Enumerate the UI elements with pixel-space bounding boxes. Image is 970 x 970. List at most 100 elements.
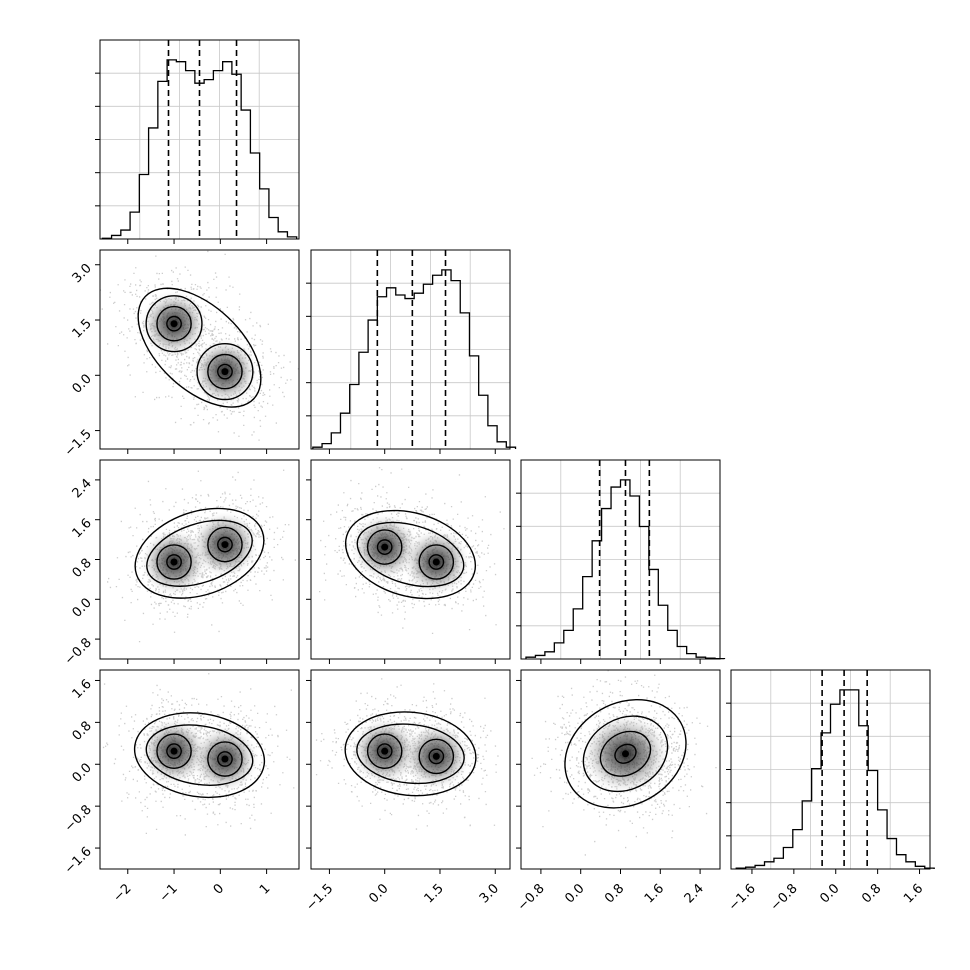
contour-line	[344, 711, 477, 797]
contour-line	[376, 539, 393, 555]
scatter-p2-p4-panel: −1.5 0.0 1.5 3.0	[303, 669, 511, 914]
histogram-step-line	[735, 689, 935, 869]
panel-frame	[310, 669, 511, 870]
panel-frame	[99, 459, 300, 660]
contour-line	[145, 724, 254, 786]
x-tick-label: 1	[257, 881, 273, 897]
density-layer	[315, 678, 499, 830]
density-layer	[102, 673, 299, 836]
y-tick-label: −0.8	[62, 635, 95, 668]
contour-line	[156, 733, 192, 769]
x-tick-label: −0.8	[515, 881, 548, 914]
scatter-points	[107, 469, 296, 643]
density-peak-marker	[432, 752, 440, 760]
y-tick-label: 3.0	[70, 261, 95, 286]
density-peak-marker	[170, 747, 178, 755]
histogram-step-line	[312, 269, 517, 449]
contour-line	[376, 743, 393, 760]
y-tick-label: 0.8	[70, 556, 95, 581]
x-tick-label: 0.0	[817, 881, 842, 906]
contour-line	[217, 536, 233, 553]
histogram-step-line	[525, 479, 726, 660]
density-peak-marker	[432, 558, 440, 566]
density-peak-marker	[221, 755, 229, 763]
x-tick-label: 0.0	[366, 881, 391, 906]
contour-line	[418, 544, 455, 580]
density-peak-marker	[621, 750, 629, 758]
y-tick-label: 1.5	[70, 316, 95, 341]
x-tick-label: 1.6	[901, 881, 926, 906]
scatter-p2-p3-panel	[306, 459, 511, 664]
density-peak-marker	[170, 320, 178, 328]
scatter-p1-p3-panel: −0.8 0.0 0.8 1.6 2.4	[62, 459, 300, 668]
y-tick-label: −0.8	[62, 802, 95, 835]
contour-line	[217, 363, 233, 380]
contour-line	[196, 343, 254, 401]
contour-line	[614, 743, 637, 764]
contour-line	[582, 715, 669, 793]
x-tick-label: 1.5	[422, 881, 447, 906]
contour-line	[428, 748, 445, 765]
contour-line	[356, 723, 465, 785]
contour-line	[207, 741, 243, 777]
panel-frame	[310, 249, 511, 450]
contour-line	[564, 698, 687, 809]
contour-line	[356, 521, 465, 588]
density-peak-marker	[221, 541, 229, 549]
panel-frame	[520, 669, 721, 870]
density-peak-marker	[221, 368, 229, 376]
contour-line	[207, 353, 243, 390]
hist-p2-panel	[306, 249, 517, 454]
contour-line	[207, 526, 243, 563]
contour-line	[166, 554, 182, 570]
y-tick-label: 1.6	[70, 677, 95, 702]
density-peak-marker	[381, 747, 389, 755]
panel-frame	[520, 459, 721, 660]
x-tick-label: 2.4	[682, 881, 707, 906]
panel-frame	[99, 249, 300, 450]
density-layer	[100, 250, 299, 441]
x-tick-label: −1.6	[726, 881, 759, 914]
hist-p3-panel	[516, 459, 726, 664]
x-tick-label: 1.6	[642, 881, 667, 906]
contour-line	[134, 507, 265, 599]
contour-line	[166, 743, 182, 760]
density-layer	[107, 469, 296, 643]
y-tick-label: 0.0	[70, 596, 95, 621]
contour-line	[366, 529, 403, 565]
contour-line	[428, 554, 445, 570]
x-tick-label: 0.8	[602, 881, 627, 906]
density-layer	[531, 670, 717, 856]
contour-line	[599, 730, 652, 777]
y-tick-label: 1.6	[70, 516, 95, 541]
contour-line	[166, 315, 182, 332]
scatter-p3-p4-panel: −0.8 0.0 0.8 1.6 2.4	[515, 669, 721, 914]
x-tick-label: −1	[157, 881, 181, 905]
contour-line	[366, 733, 403, 769]
y-tick-label: 0.0	[70, 760, 95, 785]
contour-line	[145, 295, 203, 353]
y-tick-label: 0.8	[70, 719, 95, 744]
contour-line	[156, 305, 192, 342]
contour-line	[217, 751, 233, 767]
x-tick-label: 0.0	[562, 881, 587, 906]
density-layer	[319, 467, 505, 634]
density-peak-marker	[381, 543, 389, 551]
x-tick-label: −0.8	[768, 881, 801, 914]
y-tick-label: −1.5	[62, 427, 95, 460]
x-tick-label: 0.8	[859, 881, 884, 906]
y-tick-label: 0.0	[70, 372, 95, 397]
contour-line	[344, 509, 477, 600]
y-tick-label: −1.6	[62, 844, 95, 877]
x-tick-label: 3.0	[477, 881, 502, 906]
x-tick-label: 0	[211, 881, 227, 897]
panel-frame	[99, 669, 300, 870]
contour-line	[146, 519, 253, 587]
x-tick-label: −2	[110, 881, 134, 905]
density-peak-marker	[170, 558, 178, 566]
contour-line	[418, 738, 455, 775]
hist-p1-panel	[95, 39, 300, 244]
panel-frame	[310, 459, 511, 660]
panel-frame	[730, 669, 931, 870]
